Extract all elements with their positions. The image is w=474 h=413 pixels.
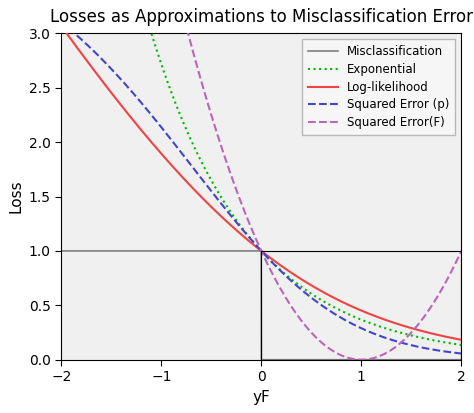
- Legend: Misclassification, Exponential, Log-likelihood, Squared Error (p), Squared Error: Misclassification, Exponential, Log-like…: [302, 39, 456, 135]
- Title: Losses as Approximations to Misclassification Error: Losses as Approximations to Misclassific…: [50, 8, 473, 26]
- Y-axis label: Loss: Loss: [9, 180, 23, 214]
- X-axis label: yF: yF: [253, 390, 270, 405]
- Bar: [261, 251, 461, 360]
